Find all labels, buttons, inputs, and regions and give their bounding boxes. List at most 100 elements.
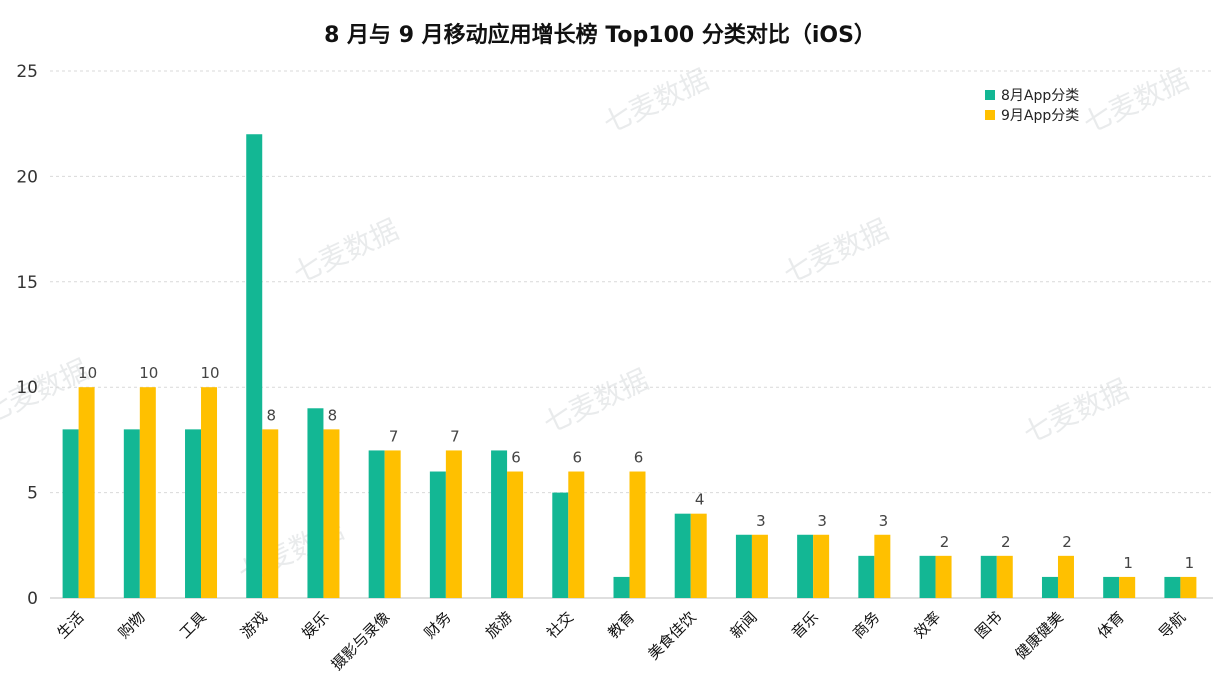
- legend: 8月App分类 9月App分类: [985, 88, 1079, 124]
- y-tick-label: 25: [16, 62, 38, 82]
- data-label: 8: [266, 406, 276, 424]
- watermark-text: 七麦数据: [598, 63, 713, 140]
- bar-sep: [323, 429, 340, 598]
- data-label: 2: [1062, 533, 1072, 551]
- bar-aug: [797, 534, 814, 598]
- data-label: 6: [573, 449, 583, 467]
- bar-aug: [1103, 576, 1120, 598]
- x-tick-label: 商务: [849, 608, 883, 642]
- data-label: 1: [1123, 554, 1133, 572]
- bar-aug: [62, 429, 79, 598]
- data-label: 7: [389, 427, 399, 445]
- legend-label: 8月App分类: [1001, 88, 1079, 104]
- bar-sep: [690, 513, 707, 598]
- data-label: 10: [78, 364, 97, 382]
- bar-sep: [201, 387, 218, 598]
- bar-aug: [980, 555, 997, 598]
- y-tick-label: 15: [16, 273, 38, 293]
- bar-aug: [919, 555, 936, 598]
- x-tick-label: 游戏: [237, 608, 271, 642]
- x-tick-label: 摄影与录像: [328, 608, 394, 674]
- bar-sep: [813, 534, 830, 598]
- y-tick-label: 20: [16, 167, 38, 187]
- data-label: 3: [879, 512, 889, 530]
- bar-sep: [568, 471, 585, 598]
- data-label: 3: [817, 512, 827, 530]
- legend-label: 9月App分类: [1001, 108, 1079, 124]
- x-tick-label: 效率: [910, 608, 944, 642]
- watermark-text: 七麦数据: [1078, 63, 1193, 140]
- x-tick-label: 娱乐: [298, 608, 332, 642]
- x-tick-label: 美食佳饮: [644, 608, 699, 663]
- x-tick-label: 生活: [53, 608, 87, 642]
- bar-sep: [1119, 576, 1136, 598]
- bar-sep: [751, 534, 768, 598]
- y-tick-label: 10: [16, 378, 38, 398]
- data-label: 10: [200, 364, 219, 382]
- bar-sep: [629, 471, 646, 598]
- watermark-text: 七麦数据: [778, 213, 893, 290]
- data-label: 2: [1001, 533, 1011, 551]
- bar-sep: [507, 471, 524, 598]
- bar-sep: [935, 555, 952, 598]
- bar-aug: [368, 450, 385, 598]
- data-label: 6: [634, 449, 644, 467]
- x-tick-label: 导航: [1155, 608, 1189, 642]
- bar-sep: [445, 450, 462, 598]
- bars: [62, 134, 1197, 599]
- data-label: 2: [940, 533, 950, 551]
- chart-title: 8 月与 9 月移动应用增长榜 Top100 分类对比（iOS）: [324, 22, 876, 48]
- bar-sep: [1180, 576, 1197, 598]
- bar-sep: [384, 450, 401, 598]
- bar-aug: [674, 513, 691, 598]
- x-tick-label: 音乐: [788, 608, 822, 642]
- watermark-text: 七麦数据: [538, 363, 653, 440]
- bar-sep: [262, 429, 279, 598]
- bar-sep: [78, 387, 95, 598]
- y-tick-label: 0: [27, 589, 38, 609]
- data-label: 10: [139, 364, 158, 382]
- data-label: 4: [695, 491, 705, 509]
- x-tick-label: 新闻: [727, 608, 761, 642]
- x-tick-label: 图书: [972, 608, 1006, 642]
- bar-aug: [246, 134, 263, 599]
- bar-aug: [613, 576, 630, 598]
- watermark-text: 七麦数据: [1018, 373, 1133, 450]
- bar-aug: [552, 492, 569, 598]
- bar-aug: [429, 471, 446, 598]
- x-tick-label: 财务: [421, 608, 455, 642]
- x-tick-label: 体育: [1094, 608, 1128, 642]
- x-tick-label: 教育: [604, 608, 638, 642]
- bar-sep: [874, 534, 891, 598]
- x-tick-label: 旅游: [482, 608, 516, 642]
- bar-aug: [1164, 576, 1181, 598]
- bar-aug: [858, 555, 875, 598]
- data-label: 7: [450, 427, 460, 445]
- legend-swatch: [985, 110, 995, 120]
- legend-swatch: [985, 90, 995, 100]
- watermark-text: 七麦数据: [288, 213, 403, 290]
- y-tick-label: 5: [27, 484, 38, 504]
- y-axis: 0 5 10 15 20 25: [16, 62, 38, 609]
- bar-aug: [307, 408, 324, 598]
- data-label: 6: [511, 449, 521, 467]
- x-tick-label: 健康健美: [1012, 608, 1067, 663]
- bar-aug: [1041, 576, 1058, 598]
- bar-aug: [123, 429, 140, 598]
- bar-sep: [139, 387, 156, 598]
- bar-aug: [185, 429, 202, 598]
- data-labels: 10 10 10 8 8 7 7 6 6 6 4 3 3 3 2 2 2 1 1: [78, 364, 1194, 572]
- data-label: 8: [328, 406, 338, 424]
- bar-sep: [1057, 555, 1074, 598]
- data-label: 1: [1185, 554, 1195, 572]
- x-tick-label: 工具: [176, 608, 210, 642]
- bar-aug: [735, 534, 752, 598]
- bar-sep: [996, 555, 1013, 598]
- x-tick-label: 社交: [543, 608, 577, 642]
- data-label: 3: [756, 512, 766, 530]
- bar-aug: [491, 450, 508, 598]
- x-tick-label: 购物: [115, 608, 149, 642]
